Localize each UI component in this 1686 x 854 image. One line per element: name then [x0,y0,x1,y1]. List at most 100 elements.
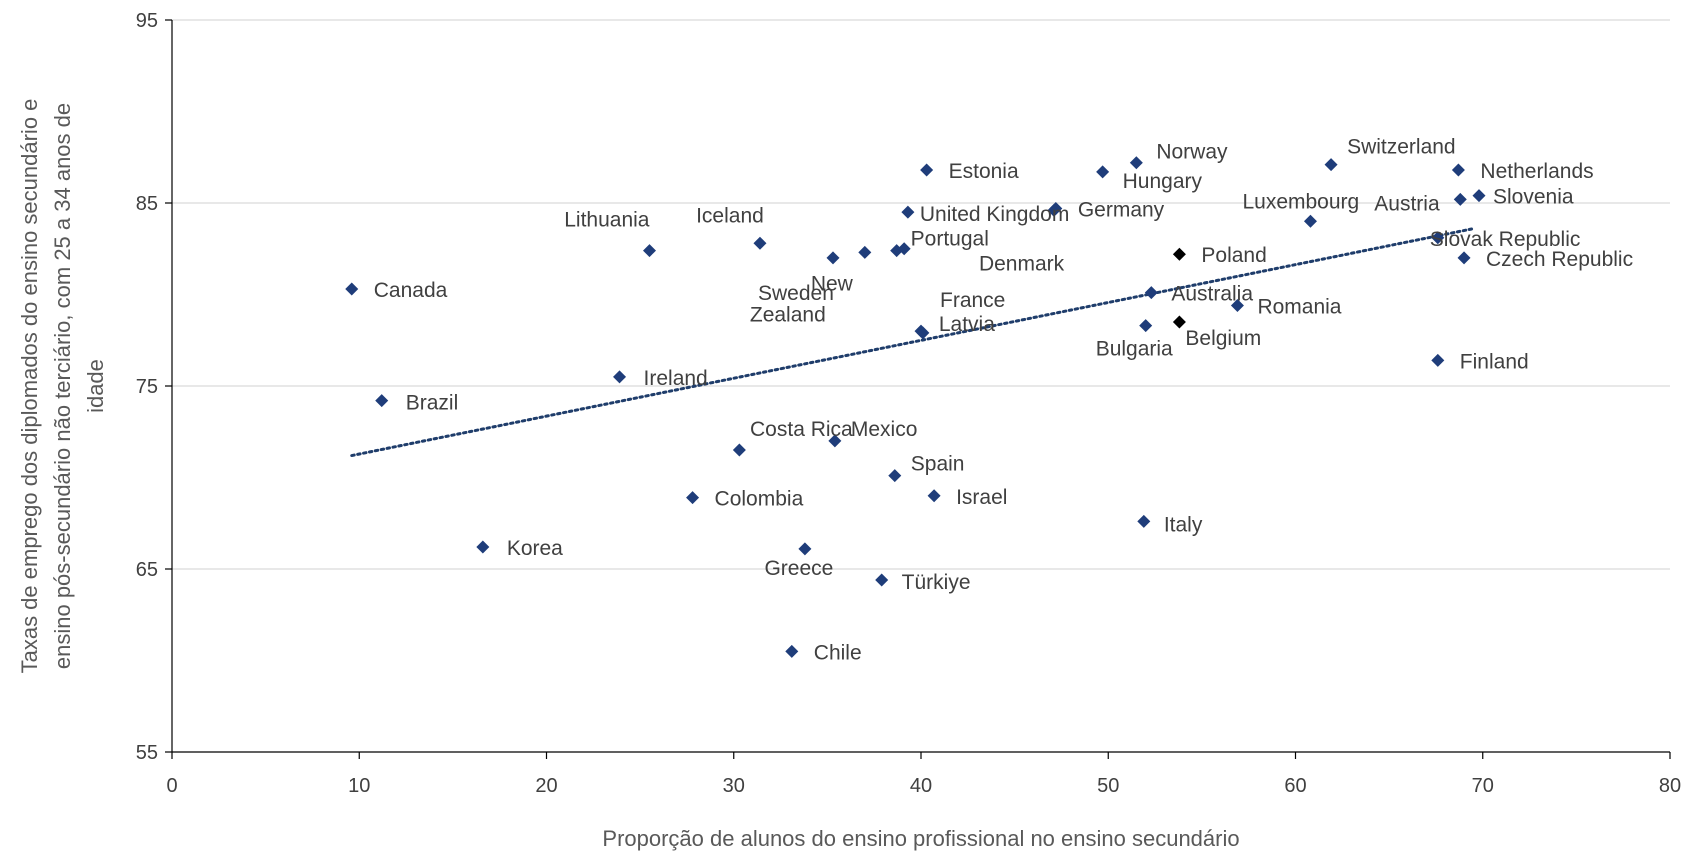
data-point-latvia [916,326,930,340]
data-point-ireland [613,370,627,384]
point-label-finland: Finland [1460,350,1529,373]
data-point-colombia [686,491,700,505]
data-point-korea [476,540,490,554]
data-point-t-rkiye [875,573,889,587]
data-points [345,156,1486,658]
data-point-romania [1230,298,1244,312]
point-label-romania: Romania [1257,295,1341,318]
x-tick-labels: 0 10 20 30 40 50 60 70 80 [166,752,1681,797]
point-label-belgium: Belgium [1185,327,1261,350]
y-axis-title-line-1: Taxas de emprego dos diplomados do ensin… [17,99,42,674]
data-point-unlabeled-16 [897,242,911,256]
data-point-finland [1431,353,1445,367]
point-label-luxembourg: Luxembourg [1242,190,1359,213]
data-point-italy [1137,514,1151,528]
point-label-sweden: Sweden [758,282,834,305]
data-point-spain [888,469,902,483]
data-point-slovenia [1472,189,1486,203]
x-axis-title: Proporção de alunos do ensino profission… [602,826,1239,851]
point-label-spain: Spain [911,453,965,476]
point-label-switzerland: Switzerland [1347,136,1456,159]
x-tick-label-50: 50 [1097,775,1119,797]
point-label-france: France [940,289,1005,312]
data-point-greece [798,542,812,556]
point-label-australia: Australia [1171,283,1253,306]
point-label-mexico: Mexico [851,418,918,441]
y-tick-labels: 55 65 75 85 95 [136,10,172,764]
data-point-brazil [375,394,389,408]
y-axis-title-line-3: idade [83,359,108,413]
point-label-greece: Greece [764,557,833,580]
data-point-hungary [1096,165,1110,179]
trendline-group [350,227,1475,458]
point-label-portugal: Portugal [911,228,989,251]
y-tick-label-95: 95 [136,10,158,32]
point-label-iceland: Iceland [696,204,764,227]
data-point-new-zealand [858,245,872,259]
data-point-costa-rica [732,443,746,457]
x-tick-label-40: 40 [910,775,932,797]
point-label-ireland: Ireland [644,367,708,390]
data-point-australia [1144,286,1158,300]
x-tick-label-80: 80 [1659,775,1681,797]
point-label-hungary: Hungary [1123,170,1203,193]
data-point-luxembourg [1303,214,1317,228]
data-point-switzerland [1324,158,1338,172]
point-label-poland: Poland [1201,244,1266,267]
x-tick-label-0: 0 [166,775,177,797]
data-point-canada [345,282,359,296]
point-label-t-rkiye: Türkiye [902,571,971,594]
point-label-italy: Italy [1164,513,1203,536]
y-tick-label-75: 75 [136,376,158,398]
data-point-austria [1453,192,1467,206]
point-label-slovenia: Slovenia [1493,186,1574,209]
x-tick-label-30: 30 [723,775,745,797]
point-label-norway: Norway [1156,141,1228,164]
data-point-iceland [753,236,767,250]
x-tick-label-70: 70 [1472,775,1494,797]
data-point-belgium [1172,315,1186,329]
point-label-latvia: Latvia [939,313,995,336]
point-label-canada: Canada [374,279,448,302]
point-label-bulgaria: Bulgaria [1096,338,1173,361]
point-label-new-zealand: New Zealand [750,272,854,326]
point-label-czech-republic: Czech Republic [1486,248,1633,271]
y-tick-label-55: 55 [136,742,158,764]
point-label-united-kingdom: United Kingdom [920,203,1069,226]
point-label-costa-rica: Costa Rica [750,418,853,441]
data-point-poland [1172,247,1186,261]
data-point-norway [1129,156,1143,170]
data-point-mexico [828,434,842,448]
data-point-lithuania [642,244,656,258]
data-point-estonia [920,163,934,177]
data-point-sweden [826,251,840,265]
data-point-united-kingdom [901,205,915,219]
x-tick-label-60: 60 [1284,775,1306,797]
data-point-netherlands [1451,163,1465,177]
point-label-korea: Korea [507,537,563,560]
point-label-estonia: Estonia [949,160,1019,183]
data-point-bulgaria [1139,319,1153,333]
point-label-brazil: Brazil [406,392,459,415]
y-tick-label-65: 65 [136,559,158,581]
data-point-israel [927,489,941,503]
y-axis-title: Taxas de emprego dos diplomados do ensin… [17,99,108,674]
point-label-slovak-republic: Slovak Republic [1430,228,1581,251]
data-point-slovak-republic [1431,231,1445,245]
point-label-chile: Chile [814,641,862,664]
y-axis-title-line-2: ensino pós-secundário não terciário, com… [50,103,75,669]
point-label-lithuania: Lithuania [564,209,650,232]
point-labels: Canada Brazil Korea Ireland Lithuania Colombi… [374,136,1633,665]
y-tick-label-85: 85 [136,193,158,215]
point-label-denmark: Denmark [979,252,1065,275]
data-point-chile [785,644,799,658]
data-point-czech-republic [1457,251,1471,265]
x-tick-label-20: 20 [535,775,557,797]
point-label-germany: Germany [1078,198,1165,221]
point-label-austria: Austria [1374,192,1440,215]
point-label-colombia: Colombia [715,488,804,511]
trendline [350,227,1475,458]
x-tick-label-10: 10 [348,775,370,797]
data-point-germany [1049,201,1063,215]
